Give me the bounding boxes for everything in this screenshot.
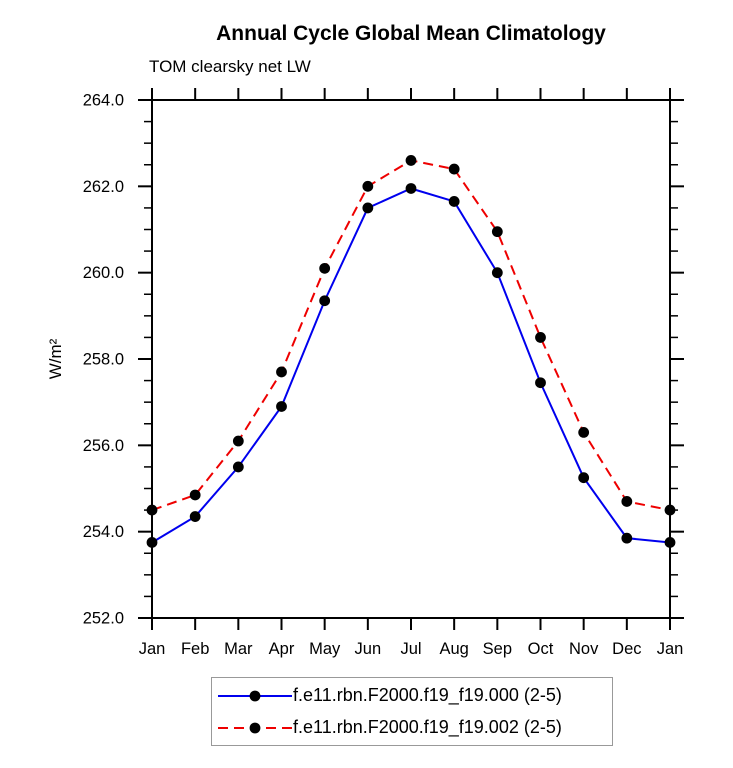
plot-frame	[151, 99, 671, 619]
data-point-marker	[232, 435, 244, 447]
data-point-marker	[362, 180, 374, 192]
series-line-1	[151, 159, 671, 512]
x-tick-label: Feb	[181, 640, 209, 658]
x-tick-label: Jul	[400, 640, 421, 658]
chart-title: Annual Cycle Global Mean Climatology	[216, 22, 606, 45]
data-point-marker	[232, 461, 244, 473]
data-point-marker	[189, 489, 201, 501]
legend-line-sample-solid	[218, 690, 292, 701]
series-line-0	[151, 187, 671, 544]
data-point-marker	[448, 163, 460, 175]
legend-label: f.e11.rbn.F2000.f19_f19.002 (2-5)	[293, 717, 562, 737]
data-point-marker	[664, 504, 676, 516]
legend-item-series-0: f.e11.rbn.F2000.f19_f19.000 (2-5)	[212, 681, 612, 710]
x-tick-label: Apr	[269, 640, 295, 658]
data-point-marker	[535, 332, 546, 343]
x-tick-label: Jan	[139, 640, 166, 658]
data-point-marker	[319, 262, 331, 274]
x-tick-label: Dec	[612, 640, 641, 658]
data-point-marker	[621, 496, 633, 507]
legend-sample-marker	[249, 690, 261, 701]
data-point-marker	[146, 537, 158, 548]
x-tick-label: May	[309, 640, 341, 658]
x-tick-label: Jun	[355, 640, 382, 658]
x-tick-label: Jan	[657, 640, 684, 658]
x-tick-label: Sep	[483, 640, 512, 658]
data-point-marker	[362, 202, 374, 214]
data-point-marker	[405, 183, 417, 194]
data-point-marker	[535, 377, 546, 389]
data-point-marker	[189, 511, 201, 522]
y-tick-label: 264.0	[83, 92, 124, 110]
y-tick-label: 258.0	[83, 351, 124, 369]
x-tick-label: Oct	[528, 640, 554, 658]
legend: f.e11.rbn.F2000.f19_f19.000 (2-5) f.e11.…	[211, 677, 613, 746]
y-tick-label: 262.0	[83, 178, 124, 196]
legend-line-sample-dashed	[218, 722, 292, 733]
data-point-marker	[146, 504, 158, 516]
y-tick-label: 252.0	[83, 610, 124, 628]
x-tick-label: Mar	[224, 640, 253, 658]
data-point-marker	[491, 267, 503, 279]
data-point-marker	[319, 295, 331, 307]
legend-item-series-1: f.e11.rbn.F2000.f19_f19.002 (2-5)	[212, 713, 612, 742]
y-tick-label: 254.0	[83, 523, 124, 541]
x-tick-label: Nov	[569, 640, 599, 658]
data-point-marker	[491, 226, 503, 238]
data-point-marker	[276, 366, 287, 378]
legend-sample-marker	[249, 722, 261, 733]
legend-label: f.e11.rbn.F2000.f19_f19.000 (2-5)	[293, 685, 562, 705]
data-point-marker	[276, 401, 287, 412]
data-point-marker	[621, 532, 633, 544]
data-point-marker	[664, 537, 676, 548]
y-tick-label: 256.0	[83, 437, 124, 455]
x-tick-label: Aug	[439, 640, 468, 658]
y-tick-label: 260.0	[83, 264, 124, 282]
data-point-marker	[578, 426, 590, 438]
data-point-marker	[405, 155, 417, 166]
chart-subtitle: TOM clearsky net LW	[149, 57, 311, 76]
data-point-marker	[448, 196, 460, 207]
data-point-marker	[578, 472, 590, 484]
